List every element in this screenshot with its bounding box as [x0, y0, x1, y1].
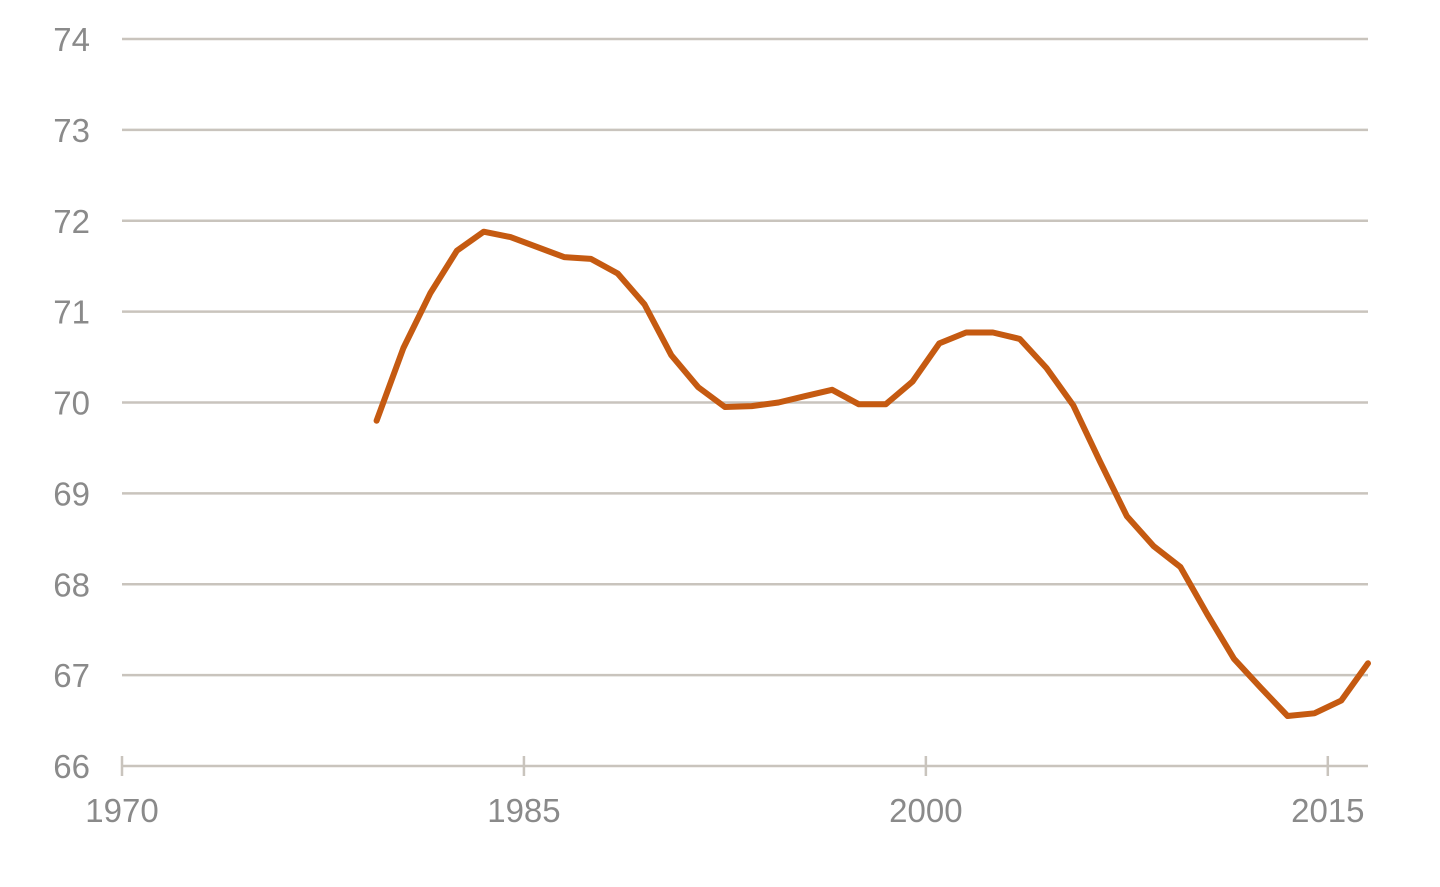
x-axis	[120, 756, 1368, 776]
x-tick-label: 1985	[487, 792, 560, 829]
y-tick-label: 67	[53, 657, 90, 694]
x-tick-label: 2015	[1291, 792, 1364, 829]
y-tick-label: 73	[53, 112, 90, 149]
y-tick-label: 72	[53, 203, 90, 240]
series-line-0	[373, 228, 1371, 719]
series-layer	[373, 228, 1371, 719]
grid-lines	[122, 37, 1368, 677]
y-tick-label: 66	[53, 748, 90, 785]
tick-labels: 66 67 68 69 70 71 72 73 74 1970 1985 2000 2015	[53, 21, 1364, 829]
y-tick-label: 74	[53, 21, 90, 58]
x-tick-label: 2000	[889, 792, 962, 829]
x-tick-label: 1970	[85, 792, 158, 829]
y-tick-label: 68	[53, 566, 90, 603]
y-tick-label: 69	[53, 475, 90, 512]
y-tick-label: 70	[53, 385, 90, 422]
y-tick-label: 71	[53, 294, 90, 331]
